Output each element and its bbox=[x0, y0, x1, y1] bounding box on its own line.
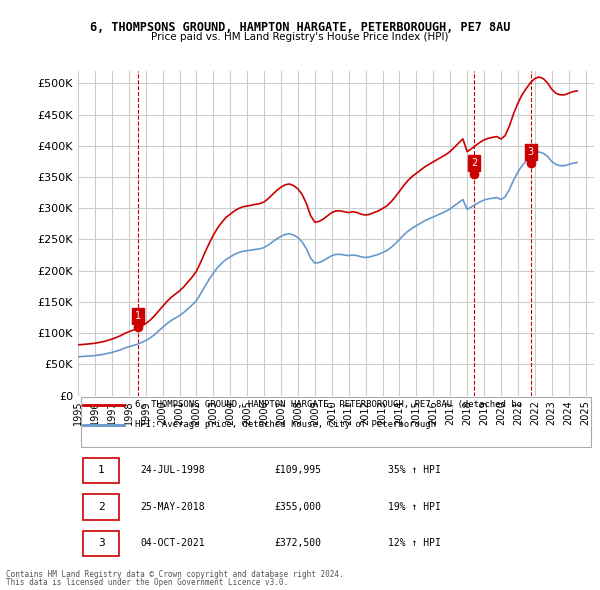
Text: 04-OCT-2021: 04-OCT-2021 bbox=[140, 539, 205, 549]
Text: £109,995: £109,995 bbox=[274, 466, 321, 476]
Text: 24-JUL-1998: 24-JUL-1998 bbox=[140, 466, 205, 476]
Text: 2: 2 bbox=[471, 158, 477, 168]
Text: This data is licensed under the Open Government Licence v3.0.: This data is licensed under the Open Gov… bbox=[6, 578, 288, 587]
Text: 1: 1 bbox=[98, 466, 104, 476]
Text: 3: 3 bbox=[527, 147, 533, 157]
Text: 6, THOMPSONS GROUND, HAMPTON HARGATE, PETERBOROUGH, PE7 8AU (detached ho: 6, THOMPSONS GROUND, HAMPTON HARGATE, PE… bbox=[135, 400, 522, 409]
Text: Price paid vs. HM Land Registry's House Price Index (HPI): Price paid vs. HM Land Registry's House … bbox=[151, 32, 449, 42]
Text: 25-MAY-2018: 25-MAY-2018 bbox=[140, 502, 205, 512]
Text: 12% ↑ HPI: 12% ↑ HPI bbox=[388, 539, 440, 549]
Text: HPI: Average price, detached house, City of Peterborough: HPI: Average price, detached house, City… bbox=[135, 420, 436, 430]
Text: 19% ↑ HPI: 19% ↑ HPI bbox=[388, 502, 440, 512]
Text: 2: 2 bbox=[98, 502, 104, 512]
Text: 1: 1 bbox=[135, 310, 141, 320]
Text: £372,500: £372,500 bbox=[274, 539, 321, 549]
Text: £355,000: £355,000 bbox=[274, 502, 321, 512]
Text: 3: 3 bbox=[98, 539, 104, 549]
Text: 6, THOMPSONS GROUND, HAMPTON HARGATE, PETERBOROUGH, PE7 8AU: 6, THOMPSONS GROUND, HAMPTON HARGATE, PE… bbox=[90, 21, 510, 34]
Text: Contains HM Land Registry data © Crown copyright and database right 2024.: Contains HM Land Registry data © Crown c… bbox=[6, 570, 344, 579]
Text: 35% ↑ HPI: 35% ↑ HPI bbox=[388, 466, 440, 476]
